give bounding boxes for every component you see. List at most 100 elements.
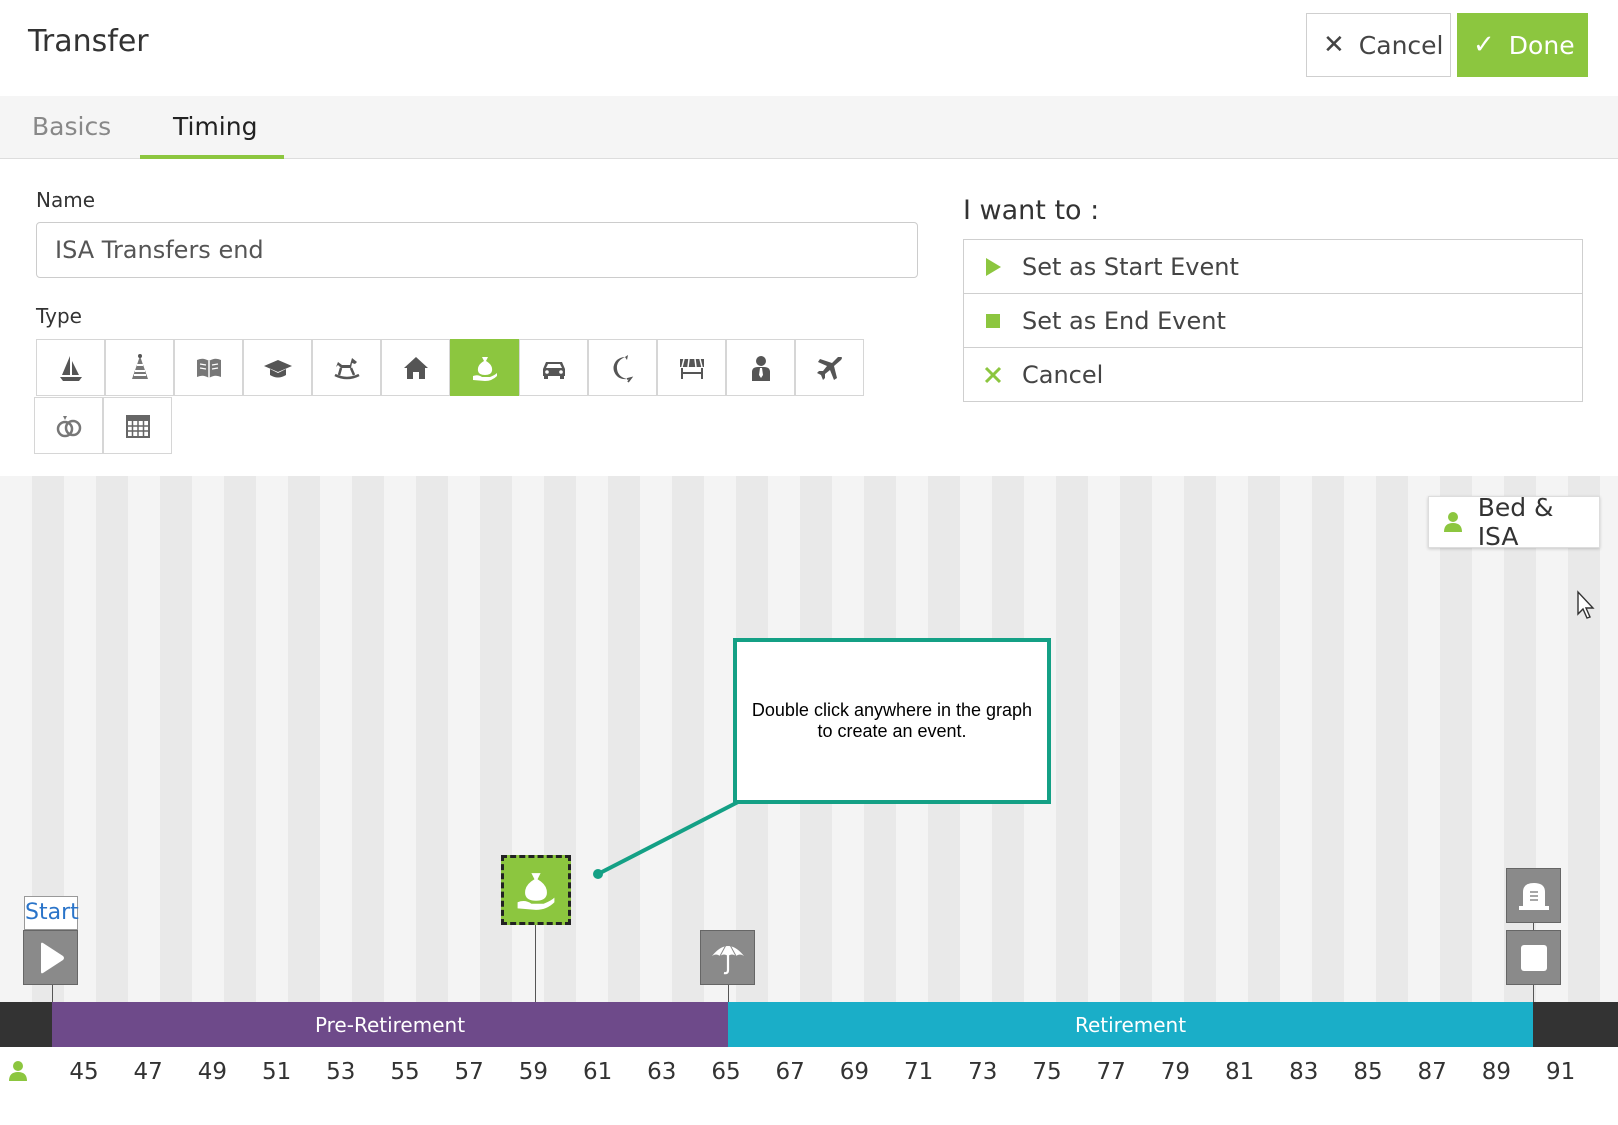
age-tick-label: 81 bbox=[1224, 1059, 1255, 1085]
wedding-rings-icon bbox=[56, 415, 81, 437]
person-icon bbox=[8, 1060, 28, 1086]
person-button-label: Bed & ISA bbox=[1477, 493, 1554, 551]
awning-store-icon bbox=[679, 358, 704, 379]
graduation-cap-icon bbox=[263, 359, 292, 377]
set-start-event-label: Set as Start Event bbox=[1022, 252, 1239, 281]
age-tick-label: 45 bbox=[69, 1059, 99, 1085]
moon-refresh-icon bbox=[613, 354, 633, 383]
hint-callout: Double click anywhere in the graph to cr… bbox=[733, 638, 1051, 804]
type-label: Type bbox=[36, 304, 82, 328]
type-travel-button[interactable] bbox=[795, 339, 864, 396]
done-button[interactable]: ✓ Done bbox=[1457, 13, 1588, 77]
age-tick-label: 85 bbox=[1353, 1059, 1383, 1085]
end-event-marker[interactable] bbox=[1506, 930, 1561, 985]
person-button[interactable]: Bed & ISA bbox=[1428, 493, 1600, 551]
retirement-marker[interactable] bbox=[700, 930, 755, 985]
cancel-option-label: Cancel bbox=[1022, 360, 1104, 389]
retirement-phase[interactable]: Retirement bbox=[728, 1002, 1533, 1047]
tab-basics[interactable]: Basics bbox=[32, 112, 112, 141]
type-house-button[interactable] bbox=[381, 339, 450, 396]
end-marker-line bbox=[1533, 985, 1534, 1002]
action-list-title: I want to : bbox=[963, 195, 1100, 226]
set-start-event-option[interactable]: Set as Start Event bbox=[964, 240, 1582, 293]
cancel-button-label: Cancel bbox=[1358, 30, 1444, 60]
type-wedding-button[interactable] bbox=[34, 397, 103, 454]
type-sabbatical-button[interactable] bbox=[588, 339, 657, 396]
cancel-option[interactable]: Cancel bbox=[964, 347, 1582, 401]
type-book-button[interactable] bbox=[174, 339, 243, 396]
checkmark-icon: ✓ bbox=[1473, 30, 1495, 60]
active-tab-indicator bbox=[140, 155, 284, 159]
sailboat-icon bbox=[59, 355, 82, 381]
death-marker-line bbox=[1533, 923, 1534, 930]
type-car-button[interactable] bbox=[519, 339, 588, 396]
car-icon bbox=[542, 361, 565, 379]
calendar-icon bbox=[125, 414, 150, 438]
callout-connector bbox=[593, 800, 739, 879]
start-marker-line bbox=[52, 985, 53, 1002]
age-tick-label: 77 bbox=[1096, 1059, 1126, 1085]
age-tick-label: 83 bbox=[1289, 1059, 1319, 1085]
event-marker-line bbox=[535, 925, 536, 1002]
money-bag-hand-icon bbox=[472, 356, 497, 381]
tab-timing[interactable]: Timing bbox=[173, 112, 258, 141]
type-money-button[interactable] bbox=[450, 339, 519, 396]
airplane-icon bbox=[816, 356, 842, 380]
age-tick-label: 51 bbox=[261, 1059, 292, 1085]
age-tick-label: 73 bbox=[968, 1059, 998, 1085]
businessman-icon bbox=[751, 355, 770, 381]
age-tick-label: 67 bbox=[775, 1059, 805, 1085]
age-tick-label: 57 bbox=[454, 1059, 484, 1085]
death-marker[interactable] bbox=[1506, 868, 1561, 923]
mouse-cursor-icon bbox=[1577, 590, 1595, 619]
stop-icon bbox=[964, 313, 1022, 329]
set-end-event-label: Set as End Event bbox=[1022, 306, 1226, 335]
tab-bar: Basics Timing bbox=[0, 96, 1618, 159]
umbrella-icon bbox=[711, 944, 744, 974]
pre-retirement-phase[interactable]: Pre-Retirement bbox=[52, 1002, 728, 1047]
close-icon bbox=[964, 365, 1022, 385]
age-tick-label: 49 bbox=[197, 1059, 228, 1085]
age-tick-label: 71 bbox=[903, 1059, 934, 1085]
selected-event-marker[interactable] bbox=[501, 855, 571, 925]
party-hat-icon bbox=[131, 353, 148, 379]
rocking-horse-icon bbox=[333, 357, 360, 379]
age-tick-label: 53 bbox=[326, 1059, 356, 1085]
close-icon: ✕ bbox=[1323, 30, 1345, 60]
age-axis bbox=[0, 1047, 1618, 1125]
header-bar: Transfer ✕ Cancel ✓ Done bbox=[0, 0, 1618, 97]
type-child-button[interactable] bbox=[312, 339, 381, 396]
age-tick-label: 89 bbox=[1481, 1059, 1512, 1085]
play-icon bbox=[40, 942, 64, 973]
age-tick-label: 55 bbox=[390, 1059, 420, 1085]
play-icon bbox=[964, 257, 1022, 277]
type-party-button[interactable] bbox=[105, 339, 174, 396]
age-tick-label: 79 bbox=[1160, 1059, 1191, 1085]
house-icon bbox=[403, 356, 428, 379]
start-event-marker[interactable] bbox=[23, 930, 78, 985]
age-tick-label: 61 bbox=[582, 1059, 613, 1085]
type-education-button[interactable] bbox=[243, 339, 312, 396]
type-business-button[interactable] bbox=[657, 339, 726, 396]
type-sailboat-button[interactable] bbox=[36, 339, 105, 396]
book-icon bbox=[196, 358, 221, 378]
action-list: Set as Start Event Set as End Event Canc… bbox=[963, 239, 1583, 402]
set-end-event-option[interactable]: Set as End Event bbox=[964, 293, 1582, 347]
tombstone-icon bbox=[1518, 882, 1549, 910]
retirement-marker-line bbox=[728, 985, 729, 1002]
age-tick-label: 47 bbox=[133, 1059, 163, 1085]
age-tick-label: 91 bbox=[1545, 1059, 1576, 1085]
person-icon bbox=[1429, 511, 1478, 533]
age-tick-label: 63 bbox=[647, 1059, 677, 1085]
stop-icon bbox=[1520, 944, 1547, 971]
age-tick-label: 69 bbox=[839, 1059, 870, 1085]
done-button-label: Done bbox=[1508, 30, 1575, 60]
name-label: Name bbox=[36, 188, 96, 212]
start-label: Start bbox=[24, 896, 79, 930]
cancel-button[interactable]: ✕ Cancel bbox=[1306, 13, 1451, 77]
age-tick-label: 65 bbox=[711, 1059, 741, 1085]
type-employment-button[interactable] bbox=[726, 339, 795, 396]
name-input[interactable] bbox=[36, 222, 918, 278]
age-tick-label: 75 bbox=[1032, 1059, 1062, 1085]
type-calendar-button[interactable] bbox=[103, 397, 172, 454]
